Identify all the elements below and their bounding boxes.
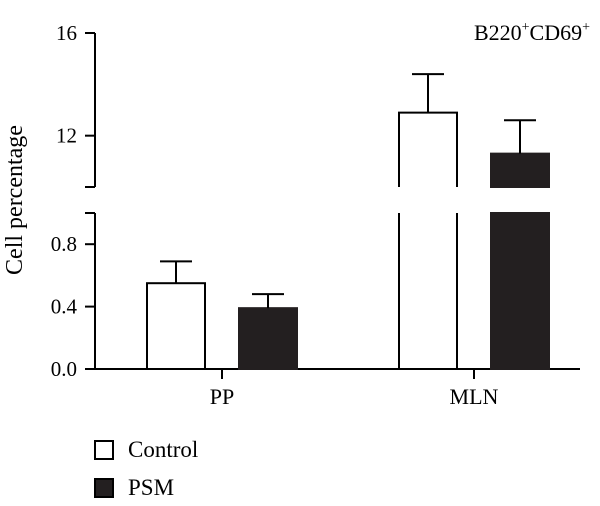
bars (146, 111, 550, 371)
y-axis-label: Cell percentage (2, 125, 28, 275)
legend-label-control: Control (128, 437, 199, 462)
y-tick-label: 0.4 (51, 295, 78, 319)
legend-swatch-control (94, 440, 114, 460)
y-tick-label: 16 (56, 21, 77, 45)
axes: 0.0 0.4 0.8 12 16 PP MLN (51, 21, 580, 409)
chart-title: B220+CD69+ (474, 20, 590, 45)
bar-lower (490, 212, 550, 370)
x-tick-label: PP (210, 384, 234, 409)
bar (146, 282, 206, 371)
error-bars (160, 73, 536, 309)
legend-swatch-psm (94, 478, 114, 498)
legend-label-psm: PSM (128, 475, 175, 500)
bar (238, 307, 298, 371)
y-tick-label: 0.0 (51, 357, 77, 381)
legend-item-control: Control (94, 437, 198, 463)
bar-upper (490, 152, 550, 188)
legend-item-psm: PSM (94, 475, 174, 501)
bar-chart: 0.0 0.4 0.8 12 16 PP MLN Cell percentage B220+… (2, 20, 590, 409)
bar-upper (398, 111, 458, 187)
y-tick-label: 0.8 (51, 232, 77, 256)
x-tick-label: MLN (450, 384, 499, 409)
y-tick-label: 12 (56, 124, 77, 148)
